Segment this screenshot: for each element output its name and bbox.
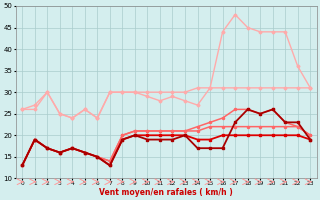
X-axis label: Vent moyen/en rafales ( km/h ): Vent moyen/en rafales ( km/h ): [100, 188, 233, 197]
